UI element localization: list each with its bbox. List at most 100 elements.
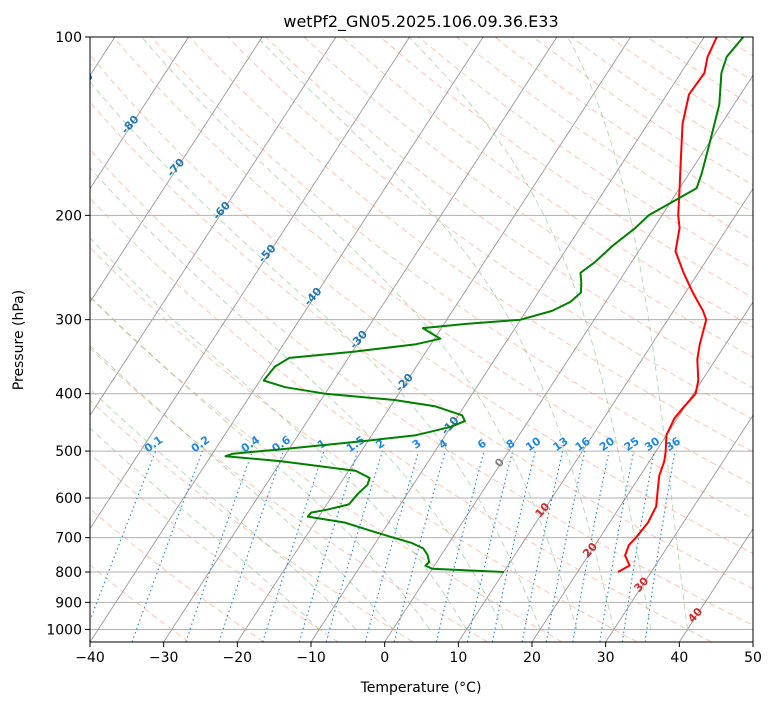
dry-adiabat-line	[723, 37, 753, 57]
mixing-ratio-line	[218, 450, 284, 642]
mixing-ratio-label: 4	[436, 437, 450, 452]
isotherm-line	[531, 301, 753, 642]
isotherm-label: -90	[73, 70, 96, 94]
moist-adiabat-line	[141, 37, 578, 630]
dry-adiabat-line	[609, 37, 753, 133]
isotherm-line	[605, 414, 753, 642]
y-axis-label: Pressure (hPa)	[11, 290, 27, 390]
x-tick-label: −30	[149, 650, 179, 666]
mixing-ratio-line	[545, 450, 586, 642]
y-tick-label: 100	[55, 30, 82, 46]
dry-adiabat-line	[90, 149, 753, 626]
isotherm-label: 10	[533, 500, 553, 520]
isotherm-line	[752, 641, 753, 642]
dry-adiabat-line	[341, 37, 753, 328]
isotherm-line	[90, 37, 263, 303]
isotherm-line	[90, 37, 337, 417]
pressure-gridlines	[90, 37, 753, 630]
temperature-line	[617, 37, 718, 573]
y-tick-label: 400	[55, 387, 82, 403]
x-tick-label: 30	[597, 650, 615, 666]
mixing-ratio-line	[298, 450, 359, 642]
isotherm-label: -50	[256, 242, 279, 266]
mixing-ratio-label: 0.6	[270, 433, 294, 455]
mixing-ratio-line	[90, 450, 157, 622]
isotherm-label: -30	[347, 328, 370, 352]
isotherm-line	[90, 37, 189, 190]
isotherm-line	[90, 37, 484, 642]
dry-adiabat-line	[456, 37, 753, 242]
isotherm-label: -100	[25, 24, 53, 53]
mixing-ratio-line	[599, 450, 635, 642]
isotherm-label: -60	[210, 199, 233, 223]
isotherm-line	[384, 74, 753, 642]
dry-adiabat-line	[762, 37, 775, 642]
sounding-series	[224, 37, 745, 573]
dry-adiabat-line	[151, 37, 753, 486]
plot-frame	[89, 36, 754, 643]
y-tick-label: 500	[55, 444, 82, 460]
dry-adiabat-line	[90, 197, 712, 642]
mixing-ratio-line	[325, 450, 383, 642]
x-tick-label: 50	[744, 650, 762, 666]
y-tick-label: 200	[55, 208, 82, 224]
moist-adiabat-line	[90, 345, 394, 630]
y-tick-label: 800	[55, 565, 82, 581]
dry-adiabat-line	[112, 37, 753, 520]
dry-adiabat-line	[90, 101, 753, 590]
mixing-ratio-line	[521, 450, 564, 642]
moist-adiabat-line	[408, 37, 652, 630]
dry-adiabat-line	[303, 37, 753, 358]
dry-adiabats	[90, 37, 775, 642]
mixing-ratio-line	[491, 450, 536, 642]
x-tick-label: 10	[449, 650, 467, 666]
isotherm-label: -20	[393, 371, 416, 395]
y-tick-label: 700	[55, 531, 82, 547]
dry-adiabat-line	[90, 347, 488, 642]
moist-adiabat-line	[256, 37, 615, 630]
dry-adiabat-line	[90, 508, 264, 642]
mixing-ratio-lines	[90, 450, 676, 642]
isotherm-label: -40	[301, 285, 324, 309]
y-tick-label: 600	[55, 491, 82, 507]
y-tick-label: 1000	[46, 622, 82, 638]
isotherm-line	[310, 37, 705, 642]
plot-area: -100-90-80-70-60-50-40-30-20-10010203040…	[25, 24, 775, 642]
x-tick-label: 20	[523, 650, 541, 666]
dry-adiabat-line	[685, 37, 753, 82]
y-tick-label: 300	[55, 313, 82, 329]
x-tick-label: −20	[223, 650, 253, 666]
chart-title: wetPf2_GN05.2025.106.09.36.E33	[283, 12, 558, 32]
y-axis-ticks: 100 200 300 400 500 600 700 800 900 1000	[46, 30, 90, 638]
isotherm-line	[457, 187, 753, 642]
mixing-ratio-label: 3	[410, 437, 424, 452]
moist-adiabat-line	[90, 81, 541, 630]
x-tick-label: 0	[380, 650, 389, 666]
mixing-ratio-line	[572, 450, 610, 642]
isotherm-label: 20	[580, 540, 600, 560]
dry-adiabat-line	[90, 453, 339, 642]
x-axis-ticks: −40 −30 −20 −10 0 10 20 30 40 50	[75, 642, 762, 666]
dry-adiabat-line	[647, 37, 753, 107]
isotherm-label: 40	[685, 605, 705, 625]
x-axis-label: Temperature (°C)	[360, 680, 482, 696]
mixing-ratio-label: 8	[504, 437, 518, 452]
moist-adiabat-line	[90, 295, 431, 630]
dry-adiabat-line	[227, 37, 753, 421]
mixing-ratio-label: 0.2	[189, 433, 212, 455]
dewpoint-line	[224, 37, 745, 573]
dry-adiabat-line	[494, 37, 753, 214]
mixing-ratio-label: 1.5	[344, 433, 367, 455]
mixing-ratio-line	[364, 450, 420, 642]
x-tick-label: −10	[296, 650, 326, 666]
dry-adiabat-line	[265, 37, 753, 389]
isotherm-label: -70	[164, 156, 187, 180]
isotherm-lines	[90, 37, 753, 642]
dry-adiabat-line	[90, 296, 563, 642]
mixing-ratio-line	[262, 450, 325, 642]
x-tick-label: −40	[75, 650, 105, 666]
mixing-ratio-label: 6	[475, 437, 489, 452]
y-tick-label: 900	[55, 595, 82, 611]
dry-adiabat-line	[90, 564, 190, 642]
